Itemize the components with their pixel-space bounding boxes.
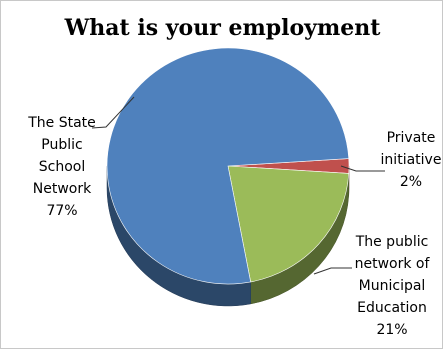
slice-value-label: 77% xyxy=(46,203,78,219)
slice-label-line: Network xyxy=(32,181,92,197)
slice-label-municipal: The public network of Municipal Educatio… xyxy=(344,231,440,341)
slice-value-label: 2% xyxy=(399,174,423,190)
slice-value-label: 21% xyxy=(376,322,408,338)
chart-title: What is your employment xyxy=(64,15,381,41)
slice-label-private: Private initiative 2% xyxy=(372,127,443,193)
slice-label-line: Municipal xyxy=(358,278,426,294)
slice-label-line: network of xyxy=(354,256,430,272)
slice-label-line: Private xyxy=(386,130,436,146)
leader-line xyxy=(91,96,135,129)
pie-slice xyxy=(227,165,350,283)
leader-line xyxy=(340,165,385,172)
slice-label-line: initiative xyxy=(380,152,442,168)
slice-label-line: The public xyxy=(355,234,429,250)
slice-label-line: Education xyxy=(357,300,427,316)
slice-label-line: Public xyxy=(41,137,83,153)
leader-line xyxy=(313,267,352,275)
slice-label-line: The State xyxy=(28,115,96,131)
slice-label-state-network: The State Public School Network 77% xyxy=(14,112,110,222)
slice-label-line: School xyxy=(38,159,86,175)
pie-slice xyxy=(106,47,350,285)
